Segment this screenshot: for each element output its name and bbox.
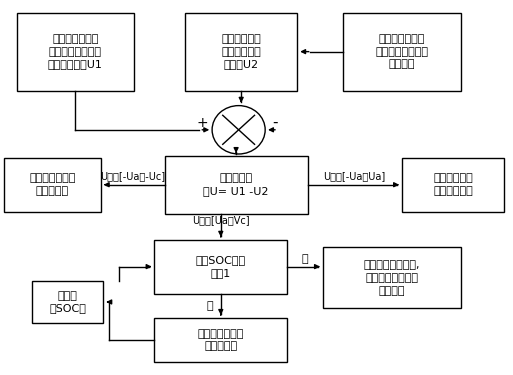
Text: 直流电压检测模
块采集地铁牵引网
直流母线电压U1: 直流电压检测模 块采集地铁牵引网 直流母线电压U1 [48,34,103,69]
Text: 否: 否 [207,301,213,310]
Bar [32,280,104,323]
Text: 飞轮储能系统执
行充电操作: 飞轮储能系统执 行充电操作 [198,329,244,351]
Text: 持续检
测SOC值: 持续检 测SOC值 [49,291,86,314]
Bar [165,156,307,213]
Text: U应于[Ua，Vc]: U应于[Ua，Vc] [192,215,250,225]
Text: 飞轮储能系统执
行放电操作: 飞轮储能系统执 行放电操作 [29,173,75,196]
Text: -: - [272,115,278,130]
Text: 偏差直流电
压U= U1 -U2: 偏差直流电 压U= U1 -U2 [203,173,269,196]
Bar [154,240,287,294]
Text: 飞轮储能系统
执行维持操作: 飞轮储能系统 执行维持操作 [433,173,473,196]
Text: 飞轮SOC值是
否为1: 飞轮SOC值是 否为1 [196,255,246,278]
Bar [323,247,461,309]
Bar [154,318,287,363]
Text: 交流电压检测模
块采集交流供电电
网电压值: 交流电压检测模 块采集交流供电电 网电压值 [376,34,428,69]
Text: U应于[-Ua，-Uc]: U应于[-Ua，-Uc] [100,171,165,181]
Bar [402,158,504,212]
Text: +: + [196,116,208,129]
Text: U应于[-Ua，Ua]: U应于[-Ua，Ua] [324,171,386,181]
Bar [4,158,101,212]
Bar [185,12,298,91]
Bar [17,12,134,91]
Text: 是: 是 [302,254,308,264]
Text: 按比例系数变
换为平均直流
电压值U2: 按比例系数变 换为平均直流 电压值U2 [221,34,261,69]
Bar [343,12,461,91]
Text: 逆变回馈装置工作,
将能量回馈至交流
供电电网: 逆变回馈装置工作, 将能量回馈至交流 供电电网 [363,260,420,296]
